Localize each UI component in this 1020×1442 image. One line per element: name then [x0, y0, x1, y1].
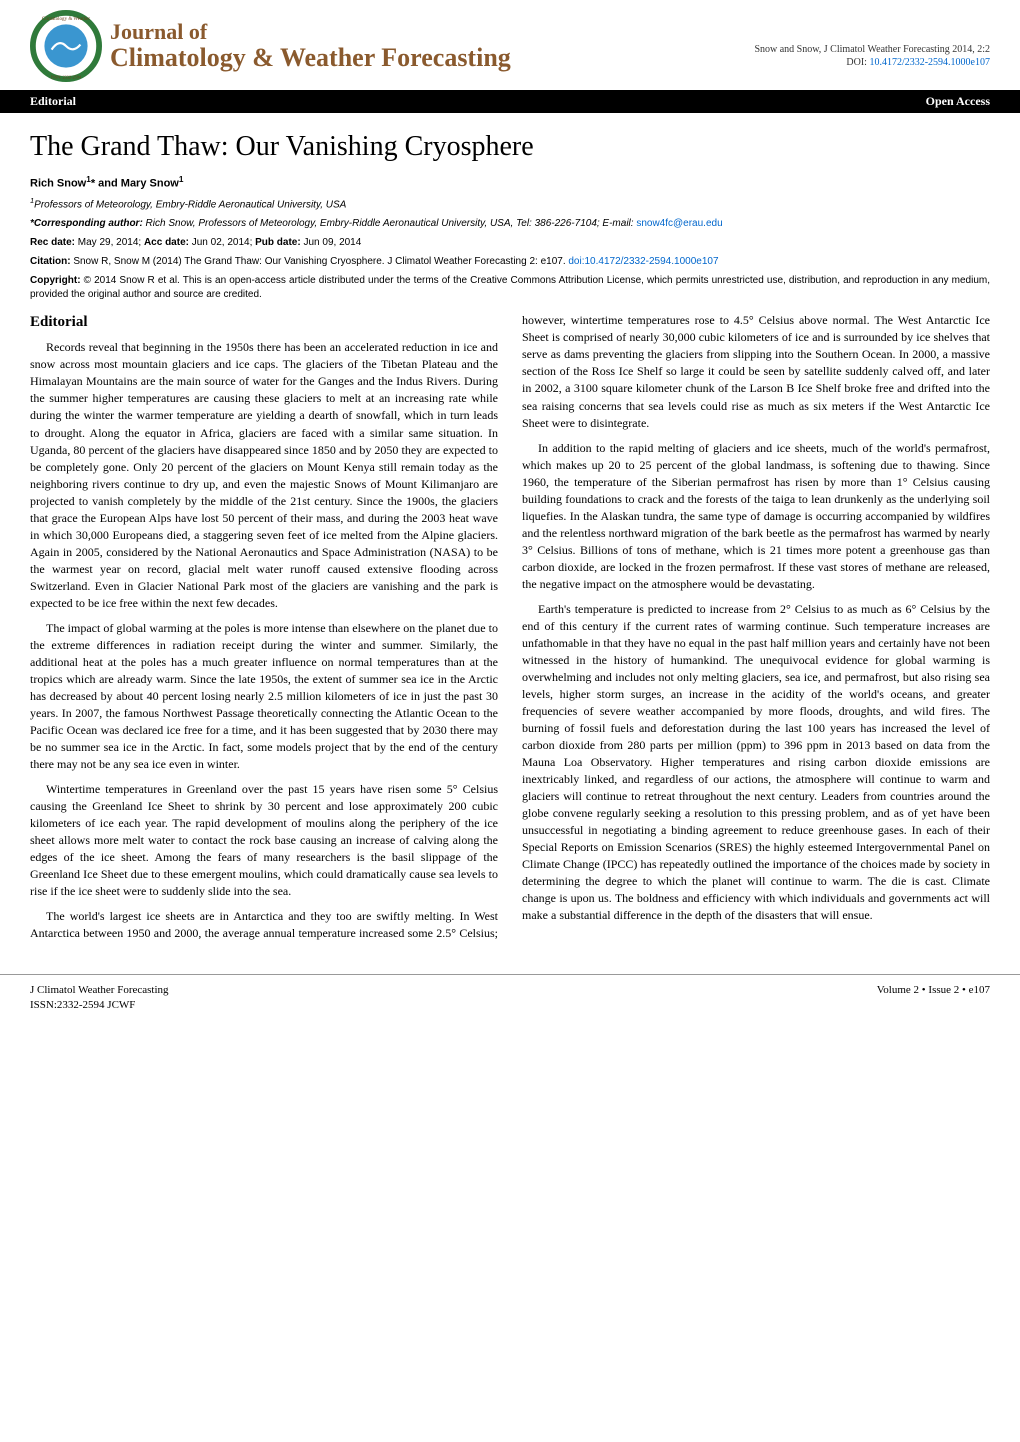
journal-title-block: Journal of Climatology & Weather Forecas…	[110, 20, 754, 73]
footer-right: Volume 2 • Issue 2 • e107	[877, 983, 990, 1012]
copyright-label: Copyright:	[30, 275, 81, 286]
open-access-label: Open Access	[926, 93, 990, 110]
citation-line: Citation: Snow R, Snow M (2014) The Gran…	[30, 255, 990, 269]
page-footer: J Climatol Weather Forecasting ISSN:2332…	[0, 974, 1020, 1028]
body-columns: Editorial Records reveal that beginning …	[30, 312, 990, 942]
corresponding-text: Rich Snow, Professors of Meteorology, Em…	[143, 218, 637, 229]
body-paragraph: The impact of global warming at the pole…	[30, 620, 498, 773]
rec-date-value: May 29, 2014;	[75, 237, 144, 248]
rec-date-label: Rec date:	[30, 237, 75, 248]
editorial-heading: Editorial	[30, 312, 498, 333]
affiliation: 1Professors of Meteorology, Embry-Riddle…	[30, 196, 990, 212]
body-paragraph: Wintertime temperatures in Greenland ove…	[30, 781, 498, 900]
body-paragraph: In addition to the rapid melting of glac…	[522, 440, 990, 593]
body-paragraph: Records reveal that beginning in the 195…	[30, 339, 498, 612]
svg-text:Climatology & Weather: Climatology & Weather	[42, 16, 90, 22]
article-type-bar: Editorial Open Access	[0, 90, 1020, 113]
pub-date-label: Pub date:	[255, 237, 301, 248]
header-doi-line: DOI: 10.4172/2332-2594.1000e107	[754, 56, 990, 69]
copyright-line: Copyright: © 2014 Snow R et al. This is …	[30, 274, 990, 302]
corresponding-label: *Corresponding author:	[30, 218, 143, 229]
body-paragraph: Earth's temperature is predicted to incr…	[522, 601, 990, 925]
article-dates: Rec date: May 29, 2014; Acc date: Jun 02…	[30, 236, 990, 250]
acc-date-value: Jun 02, 2014;	[189, 237, 255, 248]
pub-date-value: Jun 09, 2014	[301, 237, 362, 248]
corresponding-email[interactable]: snow4fc@erau.edu	[636, 218, 722, 229]
doi-link[interactable]: 10.4172/2332-2594.1000e107	[869, 57, 990, 68]
citation-doi-link[interactable]: doi:10.4172/2332-2594.1000e107	[568, 256, 718, 267]
journal-logo-icon: Climatology & Weather ISSN: 2332-2594	[30, 10, 102, 82]
article-type-label: Editorial	[30, 93, 76, 110]
copyright-text: © 2014 Snow R et al. This is an open-acc…	[30, 275, 990, 300]
authors: Rich Snow1* and Mary Snow1	[30, 174, 990, 192]
footer-issn: ISSN:2332-2594 JCWF	[30, 998, 169, 1012]
header-citation: Snow and Snow, J Climatol Weather Foreca…	[754, 23, 990, 69]
journal-name-line2: Climatology & Weather Forecasting	[110, 44, 754, 73]
article-title: The Grand Thaw: Our Vanishing Cryosphere	[30, 127, 990, 166]
footer-left: J Climatol Weather Forecasting ISSN:2332…	[30, 983, 169, 1012]
header-citation-text: Snow and Snow, J Climatol Weather Foreca…	[754, 43, 990, 56]
article-content: The Grand Thaw: Our Vanishing Cryosphere…	[0, 113, 1020, 955]
acc-date-label: Acc date:	[144, 237, 189, 248]
journal-name-line1: Journal of	[110, 20, 754, 44]
journal-header: Climatology & Weather ISSN: 2332-2594 Jo…	[0, 0, 1020, 90]
corresponding-author: *Corresponding author: Rich Snow, Profes…	[30, 217, 990, 231]
doi-label: DOI:	[846, 57, 869, 68]
svg-text:ISSN: 2332-2594: ISSN: 2332-2594	[51, 74, 82, 79]
citation-text: Snow R, Snow M (2014) The Grand Thaw: Ou…	[71, 256, 569, 267]
citation-label: Citation:	[30, 256, 71, 267]
footer-journal-abbrev: J Climatol Weather Forecasting	[30, 983, 169, 997]
page: Climatology & Weather ISSN: 2332-2594 Jo…	[0, 0, 1020, 1028]
